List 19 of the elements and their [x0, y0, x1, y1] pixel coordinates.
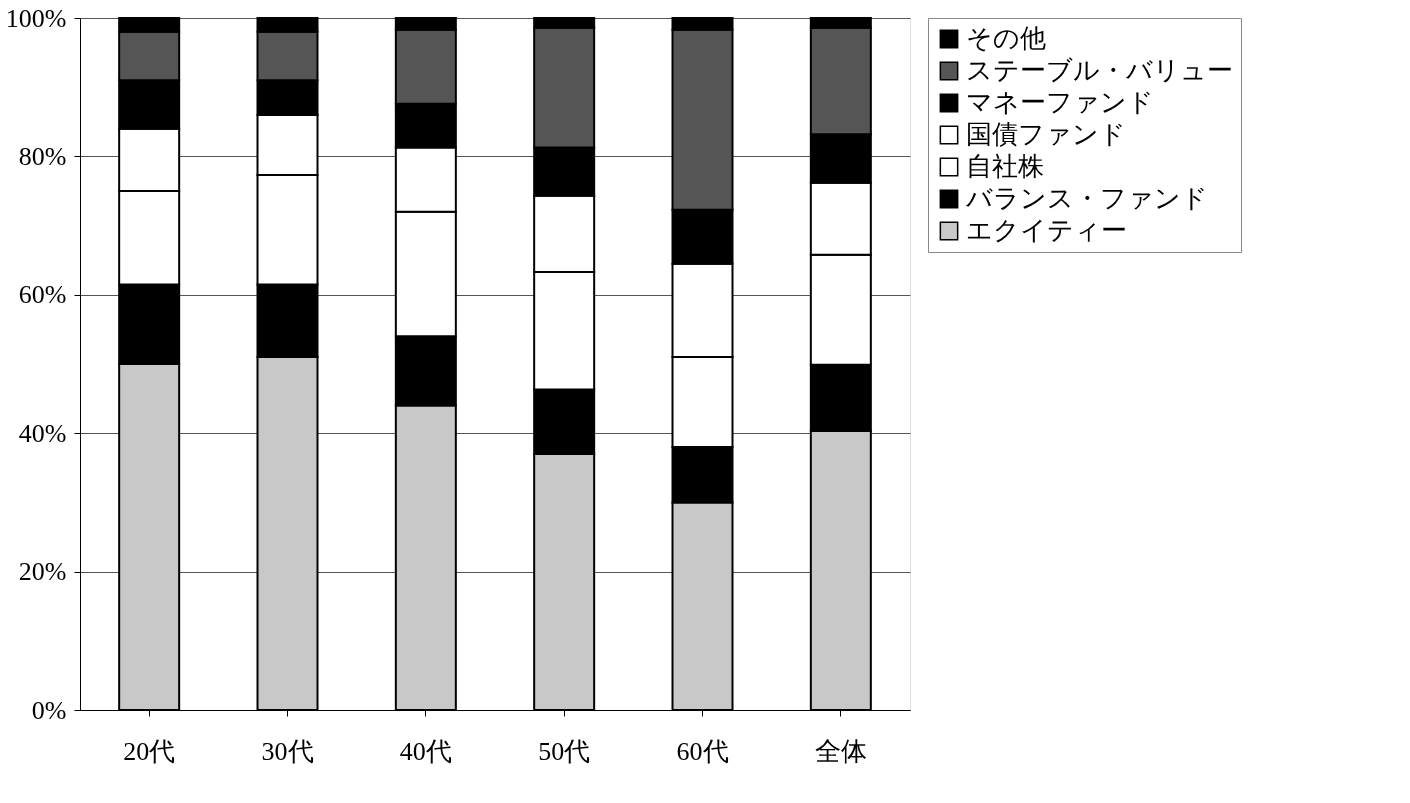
legend-label: 国債ファンド	[966, 120, 1126, 149]
y-tick-label: 80%	[18, 141, 67, 171]
y-tick-label: 0%	[31, 695, 67, 725]
x-tick-label: 40代	[399, 736, 452, 766]
y-tick-label: 40%	[18, 418, 67, 448]
x-tick-label: 60代	[676, 736, 729, 766]
legend-label: バランス・ファンド	[965, 184, 1208, 213]
x-tick-label: 50代	[538, 736, 591, 766]
legend-label: マネーファンド	[966, 88, 1154, 117]
y-tick-label: 100%	[5, 3, 67, 33]
y-tick-label: 20%	[18, 557, 67, 587]
legend-label: ステーブル・バリュー	[966, 56, 1233, 85]
x-tick-label: 20代	[123, 736, 176, 766]
x-tick-label: 30代	[261, 736, 314, 766]
x-tick-label: 全体	[814, 736, 867, 766]
y-tick-label: 60%	[18, 280, 67, 310]
legend-label: 自社株	[966, 152, 1044, 181]
legend-label: その他	[966, 24, 1046, 53]
legend-label: エクイティー	[966, 216, 1127, 245]
